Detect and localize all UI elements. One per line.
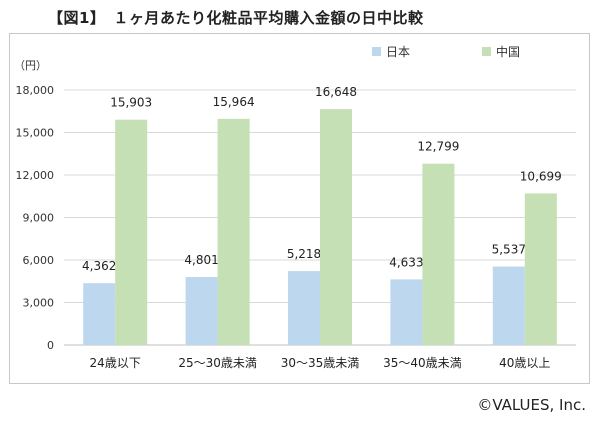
legend-swatch <box>482 47 491 56</box>
data-label: 4,633 <box>389 255 423 269</box>
bar-中国 <box>217 118 250 346</box>
chart-title: 【図1】 １ヶ月あたり化粧品平均購入金額の日中比較 <box>48 9 424 27</box>
data-label: 5,537 <box>492 243 526 257</box>
bar-中国 <box>524 193 557 345</box>
y-axis-label: （円） <box>14 59 47 72</box>
y-tick-label: 9,000 <box>23 212 55 225</box>
legend-swatch <box>372 47 381 56</box>
legend-label: 日本 <box>386 45 410 59</box>
y-tick-label: 0 <box>47 339 54 352</box>
y-tick-label: 15,000 <box>16 127 55 140</box>
bar-日本 <box>83 283 116 345</box>
x-category-label: 35～40歳未満 <box>383 356 462 370</box>
chart-frame <box>9 33 590 384</box>
data-label: 15,964 <box>213 95 255 109</box>
data-label: 12,799 <box>417 140 459 154</box>
copyright-text: ©VALUES, Inc. <box>477 396 586 414</box>
x-category-label: 24歳以下 <box>90 356 141 370</box>
y-tick-label: 12,000 <box>16 169 55 182</box>
bar-日本 <box>390 279 423 345</box>
data-label: 15,903 <box>110 96 152 110</box>
data-label: 4,362 <box>82 259 116 273</box>
bar-中国 <box>422 163 455 345</box>
y-tick-label: 3,000 <box>23 297 55 310</box>
bar-中国 <box>115 119 148 346</box>
x-category-label: 30～35歳未満 <box>281 356 360 370</box>
data-label: 5,218 <box>287 247 321 261</box>
x-category-label: 40歳以上 <box>499 356 550 370</box>
data-label: 16,648 <box>315 85 357 99</box>
y-tick-label: 18,000 <box>16 84 55 97</box>
legend-label: 中国 <box>496 44 520 59</box>
x-category-label: 25～30歳未満 <box>178 356 257 370</box>
data-label: 4,801 <box>184 253 218 267</box>
y-tick-label: 6,000 <box>23 254 55 267</box>
bar-日本 <box>185 276 218 345</box>
bar-中国 <box>320 109 352 345</box>
bar-日本 <box>492 266 525 345</box>
bar-日本 <box>288 271 320 345</box>
data-label: 10,699 <box>520 169 562 183</box>
